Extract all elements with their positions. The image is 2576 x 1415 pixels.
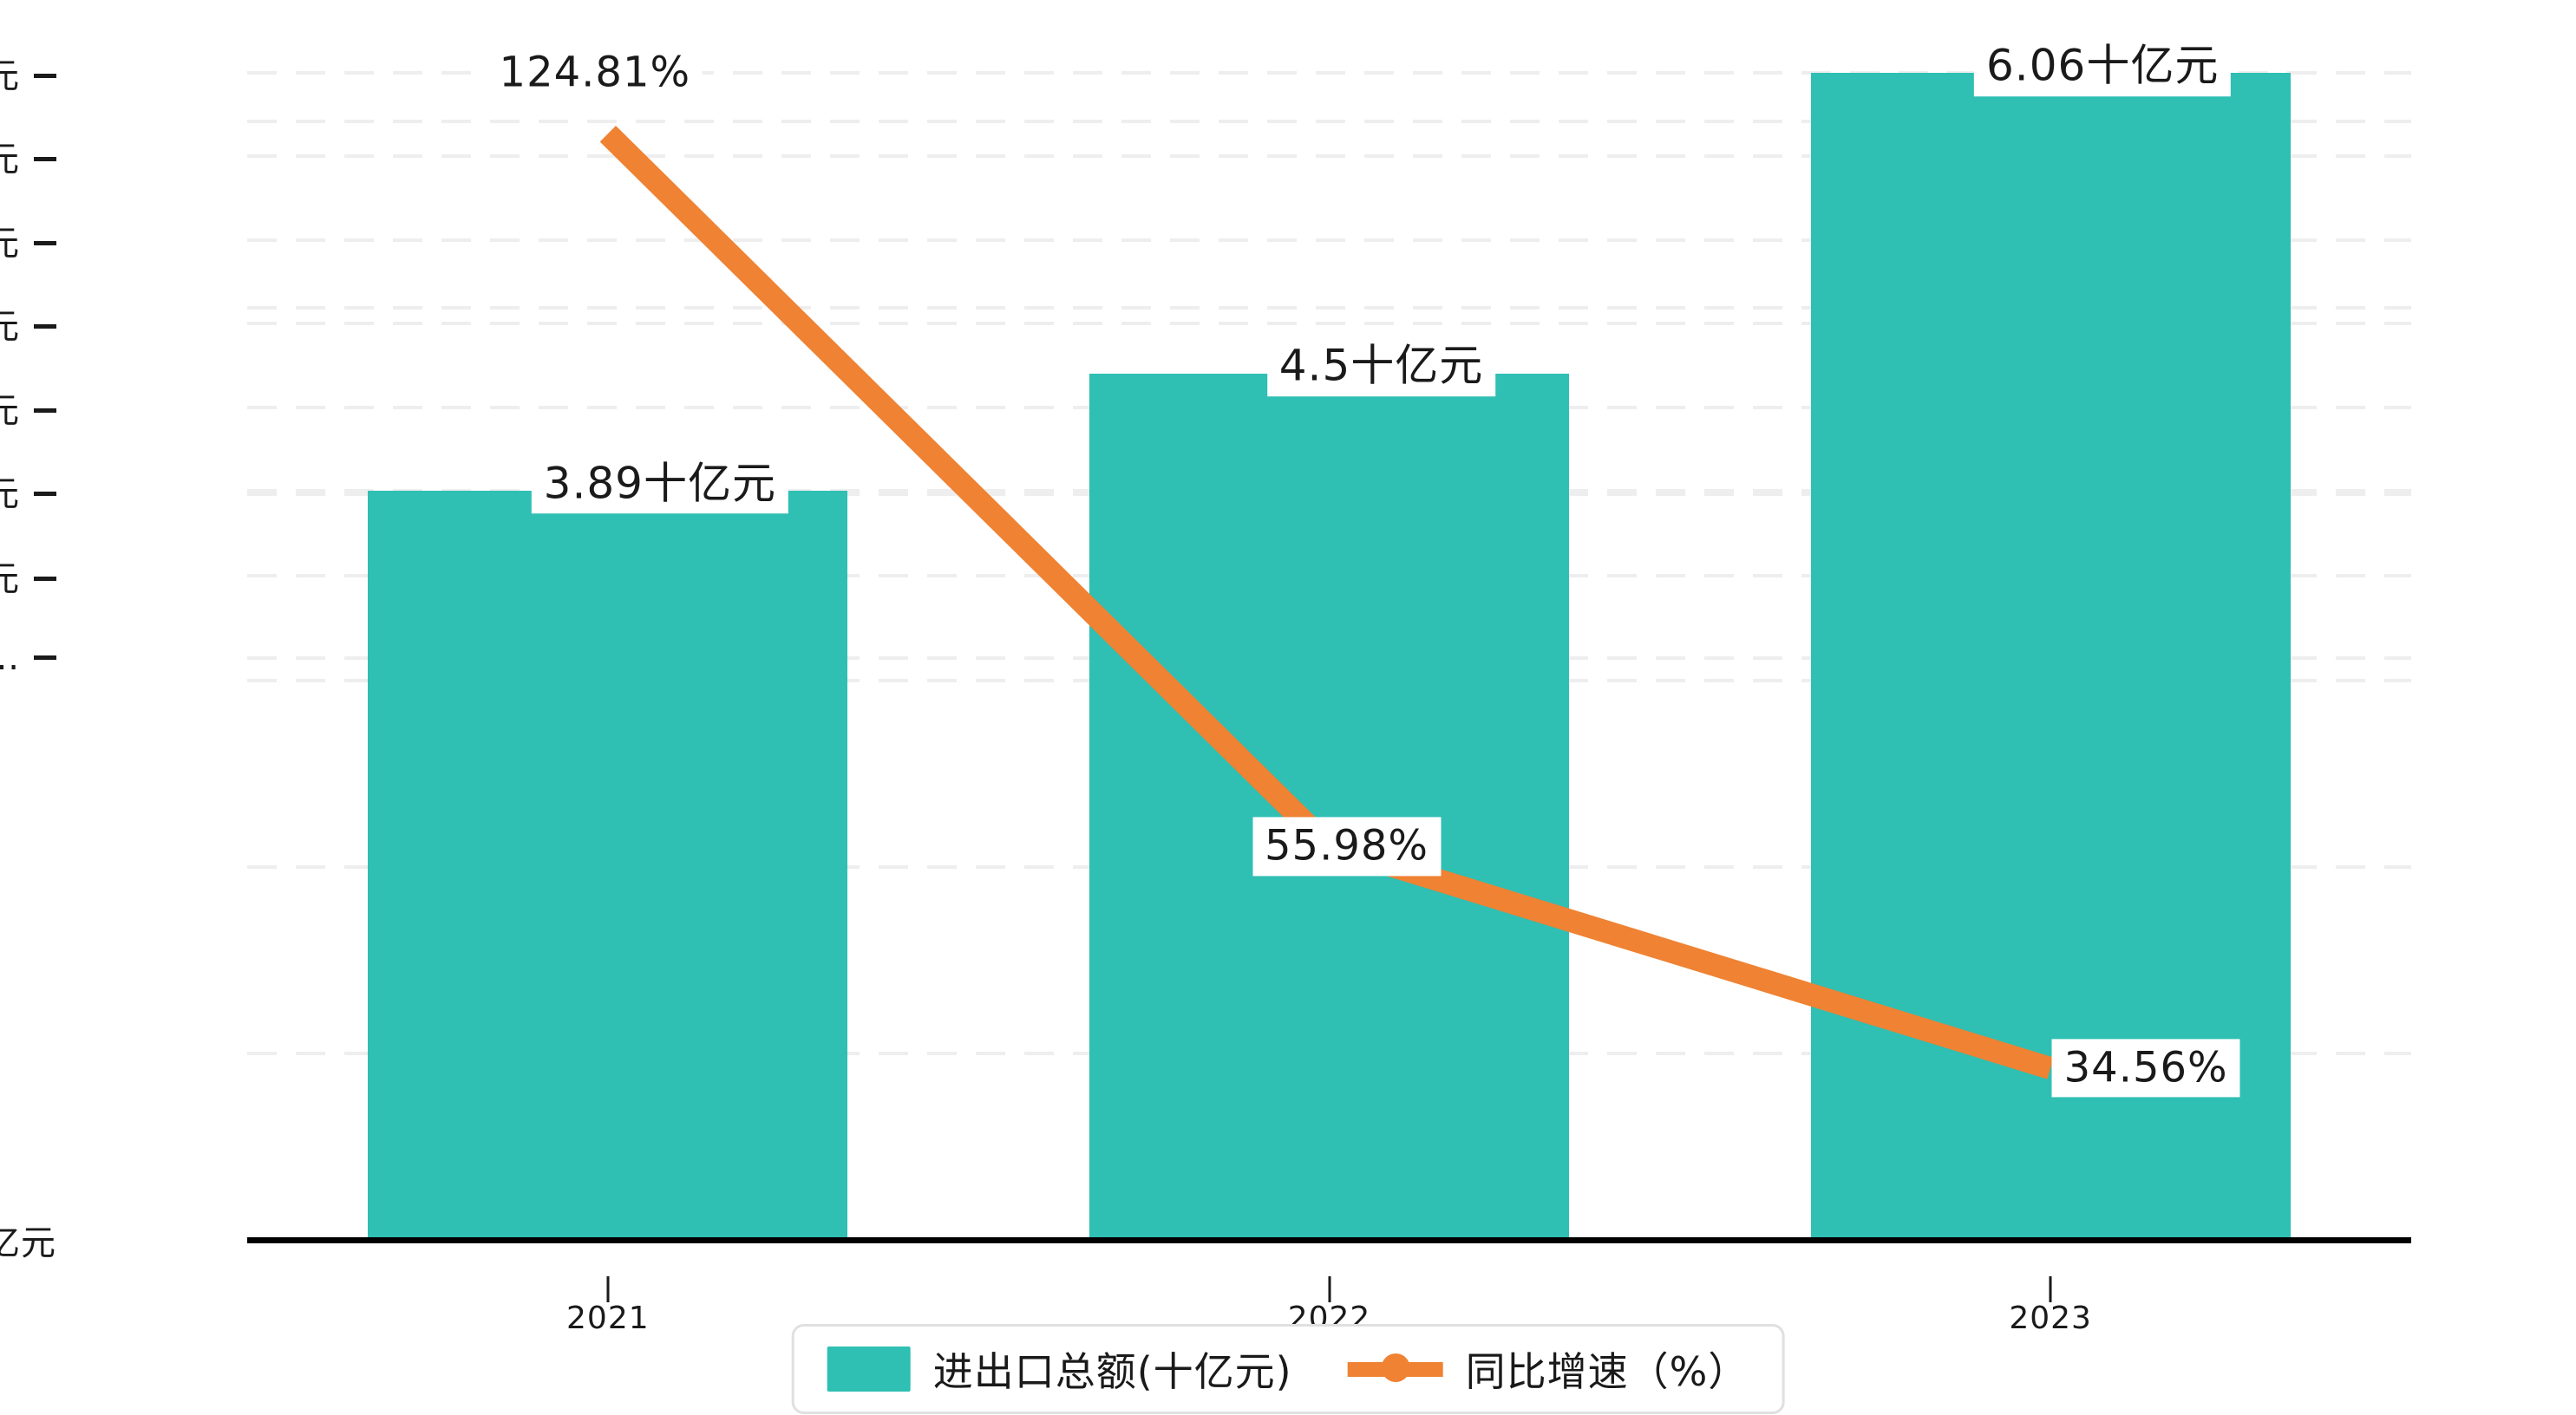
plot-area: 3.89十亿元 4.5十亿元 6.06十亿元 124.81% 55.98% 34.56% … [0, 35, 2411, 1336]
line-dot-swatch-icon [1347, 1347, 1443, 1392]
line-value-label-2022: 55.98% [1252, 817, 1442, 876]
y-tick-dash [34, 323, 56, 329]
legend-item-label: 同比增速（%） [1465, 1348, 1749, 1395]
x-tick-mark [606, 1276, 610, 1302]
bar-value-label-2021: 3.89十亿元 [531, 453, 788, 514]
bar-2021[interactable] [368, 490, 848, 1240]
grid-line [247, 306, 2411, 310]
x-axis-spine [247, 1237, 2411, 1243]
grid-line [247, 238, 2411, 242]
y-tick-left-label: 4.76十亿元 [0, 306, 20, 347]
y-tick-left-label: 5.63十亿元 [0, 139, 20, 179]
bar-value-label-2022: 4.5十亿元 [1266, 336, 1496, 397]
y-tick-left: 4.76十亿元 [0, 298, 56, 349]
legend-item-line[interactable]: 同比增速（%） [1347, 1340, 1749, 1398]
legend-item-bar[interactable]: 进出口总额(十亿元) [827, 1340, 1292, 1398]
x-tick-label-2021: 2021 [566, 1301, 650, 1336]
trend-line [599, 125, 2054, 1079]
grid-line [247, 322, 2411, 325]
y-tick-dash [34, 241, 56, 246]
grid-line [247, 71, 2411, 75]
bar-swatch-icon [827, 1347, 911, 1392]
y-tick-left: 4.32十亿元 [0, 382, 56, 433]
y-tick-left-label: ......... [0, 638, 20, 679]
bar-2022[interactable] [1089, 373, 1570, 1240]
grid-line [247, 154, 2411, 158]
y-tick-left: 6.06十亿元 [0, 48, 56, 98]
y-tick-dash [34, 491, 56, 496]
y-tick-left: 0十亿元 [0, 1215, 56, 1265]
legend-item-label: 进出口总额(十亿元) [932, 1348, 1292, 1395]
y-tick-left-label: 6.06十亿元 [0, 56, 20, 96]
grid-line [247, 120, 2411, 123]
y-tick-left-label: 3.45十亿元 [0, 558, 20, 599]
y-tick-left-label: 5.19十亿元 [0, 224, 20, 264]
x-tick-mark [2049, 1276, 2052, 1302]
bar-value-label-2023: 6.06十亿元 [1973, 36, 2232, 96]
chart-legend[interactable]: 进出口总额(十亿元) 同比增速（%） [791, 1324, 1785, 1414]
y-tick-dash [34, 156, 56, 161]
y-tick-left: 3.45十亿元 [0, 551, 56, 601]
y-tick-left: 5.19十亿元 [0, 215, 56, 265]
y-tick-left: 3.89十亿元 [0, 466, 56, 516]
y-tick-left: ......... [0, 638, 56, 678]
y-tick-dash [34, 576, 56, 581]
y-tick-left: 5.63十亿元 [0, 131, 56, 181]
y-tick-dash [34, 655, 56, 661]
x-tick-label-2023: 2023 [2009, 1301, 2092, 1336]
y-tick-left-label: 4.32十亿元 [0, 391, 20, 432]
x-tick-mark [1328, 1276, 1330, 1302]
line-value-label-2023: 34.56% [2051, 1039, 2240, 1098]
y-tick-dash [34, 408, 56, 414]
y-tick-dash [34, 74, 56, 78]
line-value-label-2021: 124.81% [487, 43, 703, 102]
y-tick-left-label: 0十亿元 [0, 1223, 56, 1263]
y-tick-left-label: 3.89十亿元 [0, 473, 20, 514]
